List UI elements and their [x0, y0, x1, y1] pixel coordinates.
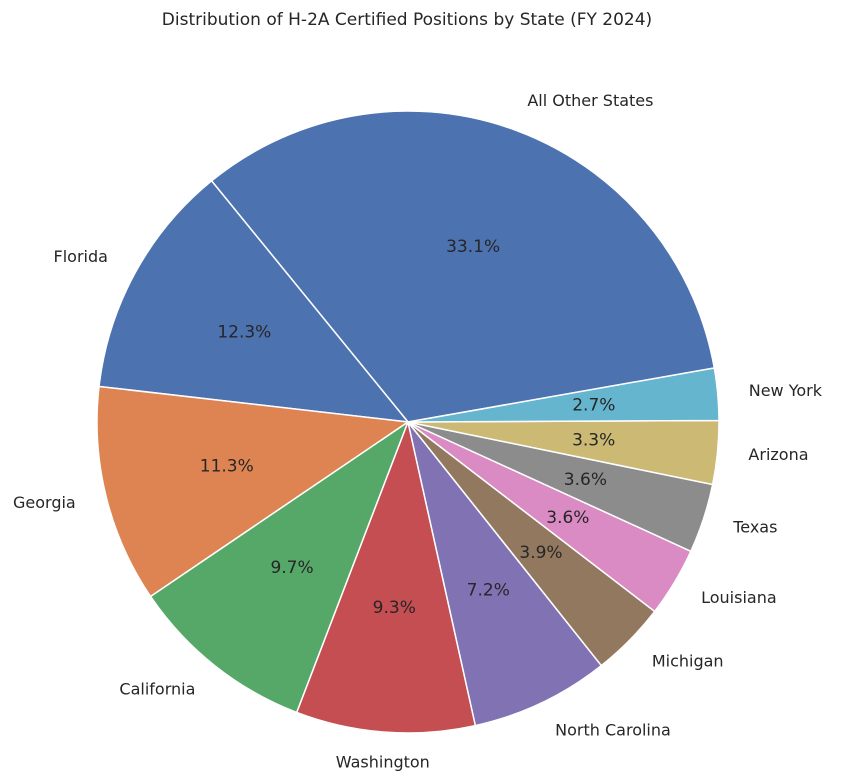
- slice-label-georgia: Georgia: [13, 493, 76, 512]
- slice-label-new-york: New York: [749, 381, 823, 400]
- pie-slice-washington: [296, 421, 477, 734]
- pct-label-texas: 3.6%: [564, 470, 607, 490]
- pie-slice-new-york: [407, 367, 720, 423]
- pct-label-california: 9.7%: [270, 558, 313, 578]
- pct-label-new-york: 2.7%: [572, 395, 615, 415]
- slice-label-florida: Florida: [54, 247, 108, 266]
- pct-label-florida: 12.3%: [217, 322, 271, 342]
- slice-label-california: California: [119, 680, 195, 699]
- pct-label-arizona: 3.3%: [572, 430, 615, 450]
- pie-slice-california: [149, 421, 409, 714]
- slice-label-all-other-states: All Other States: [527, 91, 653, 110]
- pct-label-north-carolina: 7.2%: [467, 580, 510, 600]
- slice-label-washington: Washington: [336, 753, 430, 772]
- pct-label-michigan: 3.9%: [519, 543, 562, 563]
- pct-label-georgia: 11.3%: [200, 456, 254, 476]
- pie-slice-all-other-states: [210, 110, 716, 423]
- pct-label-all-other-states: 33.1%: [446, 237, 500, 257]
- slice-label-louisiana: Louisiana: [701, 588, 777, 607]
- slice-label-michigan: Michigan: [652, 651, 724, 670]
- pct-label-louisiana: 3.6%: [546, 508, 589, 528]
- labels-layer: All Other States 33.1% Florida 12.3% Georgia…: [13, 91, 823, 772]
- slice-label-arizona: Arizona: [748, 445, 808, 464]
- pie-slice-florida: [98, 180, 409, 423]
- slices-layer: [96, 110, 720, 734]
- chart-title: Distribution of H-2A Certified Positions…: [162, 10, 652, 30]
- slice-label-texas: Texas: [732, 518, 777, 537]
- pie-slice-georgia: [96, 385, 409, 598]
- slice-label-north-carolina: North Carolina: [555, 720, 671, 739]
- pct-label-washington: 9.3%: [373, 598, 416, 618]
- pie-slice-north-carolina: [407, 421, 603, 727]
